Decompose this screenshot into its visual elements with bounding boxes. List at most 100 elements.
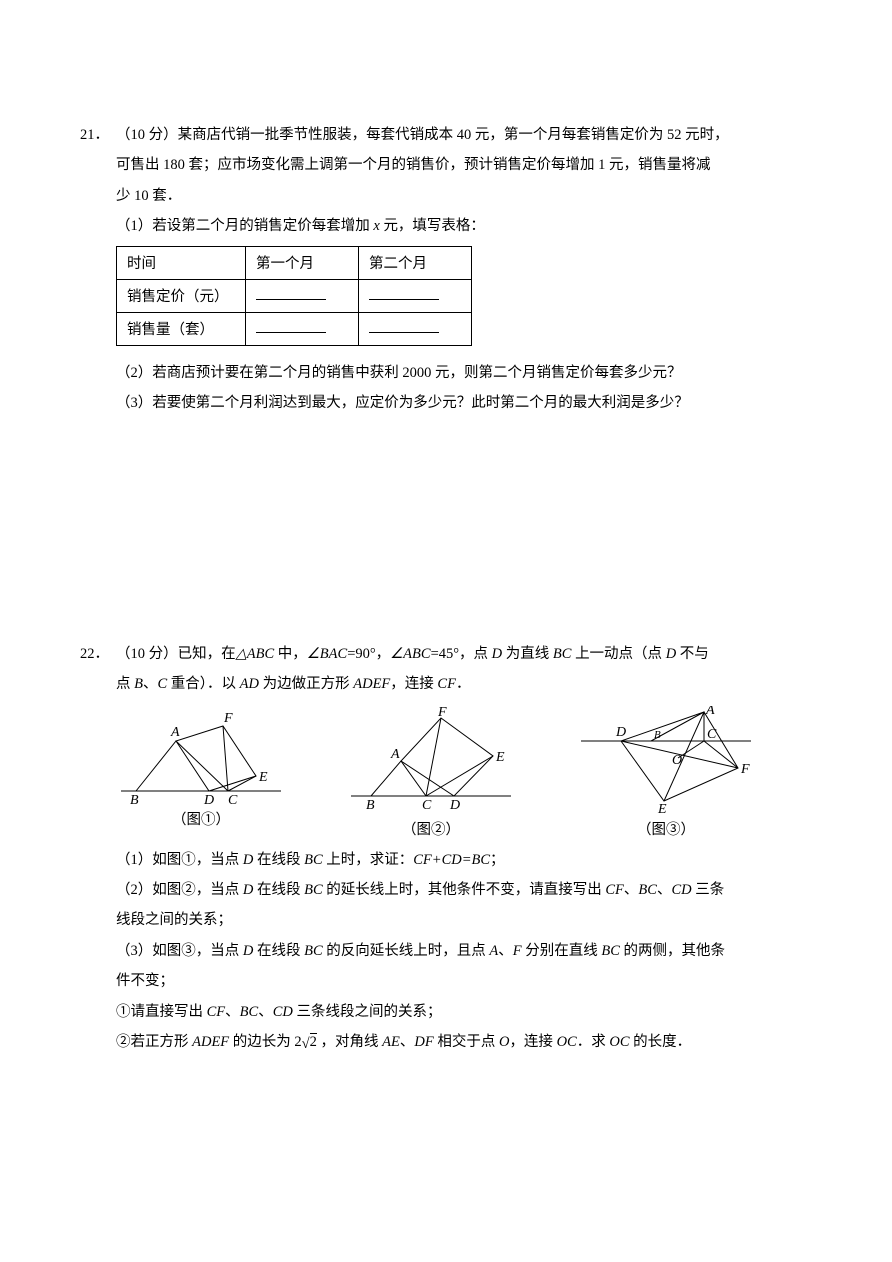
svg-text:C: C	[707, 727, 717, 742]
t: 为边做正方形	[263, 676, 350, 692]
sym-AD: AD	[236, 676, 263, 692]
p22-q5: ②若正方形 ADEF 的边长为 2√2 ，对角线 AE、DF 相交于点 O，连接…	[116, 1027, 802, 1059]
svg-text:F: F	[223, 711, 233, 726]
sym-angle: ∠BAC	[307, 646, 347, 662]
svg-text:C: C	[422, 798, 432, 813]
svg-text:C: C	[228, 793, 238, 806]
p21-q1a: （1）若设第二个月的销售定价每套增加	[116, 218, 370, 234]
sym-F: F	[513, 943, 525, 959]
svg-text:D: D	[203, 793, 214, 806]
t: ．求	[577, 1034, 606, 1050]
sym-CF: CF	[434, 676, 456, 692]
sym-ADEF: ADEF	[350, 676, 391, 692]
t: （3）如图③，当点	[116, 943, 239, 959]
t: ，对角线	[321, 1034, 379, 1050]
t: ，连接	[390, 676, 434, 692]
sym-eq: CF+CD=BC	[413, 852, 490, 868]
t: 为直线	[506, 646, 550, 662]
svg-text:D: D	[615, 725, 626, 740]
figures-row: A F E B D C （图①）	[116, 706, 756, 839]
sym-ADEF: ADEF	[189, 1034, 233, 1050]
svg-text:A: A	[705, 706, 715, 718]
table-row: 销售量（套）	[117, 312, 472, 345]
sym-BC: BC	[300, 852, 326, 868]
figure-3-caption: （图③）	[576, 818, 756, 839]
figure-2-caption: （图②）	[346, 818, 516, 839]
p21-line3: 少 10 套．	[116, 181, 802, 211]
svg-text:E: E	[495, 750, 505, 765]
sym-BC: BC	[240, 1004, 259, 1020]
sym-B: B	[131, 676, 143, 692]
svg-text:A: A	[390, 747, 400, 762]
t: 三条线段之间的关系；	[296, 1004, 441, 1020]
sym-D: D	[239, 852, 257, 868]
t: 、	[657, 882, 672, 898]
sym-C: C	[157, 676, 170, 692]
sym-BC: BC	[549, 646, 575, 662]
svg-text:D: D	[449, 798, 460, 813]
cell-blank	[246, 279, 359, 312]
t: （10 分）已知，在	[116, 646, 236, 662]
cell-blank	[246, 312, 359, 345]
sym-BC: BC	[598, 943, 624, 959]
p21-stem: 21． （10 分）某商店代销一批季节性服装，每套代销成本 40 元，第一个月每…	[80, 120, 802, 150]
p22-stem: 22． （10 分）已知，在△ABC 中，∠BAC=90°，∠ABC=45°，点…	[80, 639, 802, 669]
figure-1-svg: A F E B D C	[116, 706, 286, 806]
sym-angle: ∠ABC	[390, 646, 430, 662]
t: 的延长线上时，其他条件不变，请直接写出	[326, 882, 602, 898]
sym-CD: CD	[273, 1004, 297, 1020]
sym-CF: CF	[203, 1004, 225, 1020]
sym-BC: BC	[300, 943, 326, 959]
t: 的反向延长线上时，且点	[326, 943, 486, 959]
t: 、	[498, 943, 513, 959]
svg-text:B: B	[130, 793, 139, 806]
t: 重合）．以	[171, 676, 236, 692]
cell-month2-header: 第二个月	[359, 246, 472, 279]
t: 、	[258, 1004, 273, 1020]
sym-OC: OC	[553, 1034, 577, 1050]
problem-21: 21． （10 分）某商店代销一批季节性服装，每套代销成本 40 元，第一个月每…	[80, 120, 802, 419]
sym-OC: OC	[606, 1034, 633, 1050]
t: 中，	[278, 646, 307, 662]
t: 、	[143, 676, 158, 692]
figure-2-svg: A F E B C D	[346, 706, 516, 816]
cell-month1-header: 第一个月	[246, 246, 359, 279]
p21-line1: （10 分）某商店代销一批季节性服装，每套代销成本 40 元，第一个月每套销售定…	[116, 120, 729, 150]
t: ；	[490, 852, 505, 868]
problem-22: 22． （10 分）已知，在△ABC 中，∠BAC=90°，∠ABC=45°，点…	[80, 639, 802, 1060]
figure-2: A F E B C D （图②）	[346, 706, 516, 839]
p21-q1b: 元，填写表格：	[383, 218, 485, 234]
t: 的边长为	[233, 1034, 291, 1050]
sym-D: D	[239, 943, 257, 959]
t: （2）如图②，当点	[116, 882, 239, 898]
svg-text:E: E	[258, 770, 268, 785]
sqrt-expr: 2√2	[294, 1034, 316, 1050]
t: =90°，	[347, 646, 390, 662]
spacer	[80, 459, 802, 639]
figure-3: A D B C O F E （图③）	[576, 706, 756, 839]
figure-3-svg: A D B C O F E	[576, 706, 756, 816]
svg-text:B: B	[366, 798, 375, 813]
t: 在线段	[257, 852, 301, 868]
sym-triangle: △ABC	[236, 646, 278, 662]
t: =45°，点	[431, 646, 488, 662]
var-x: x	[373, 218, 383, 234]
p22-q3: （3）如图③，当点 D 在线段 BC 的反向延长线上时，且点 A、F 分别在直线…	[116, 936, 802, 966]
table-row: 时间 第一个月 第二个月	[117, 246, 472, 279]
t: ①请直接写出	[116, 1004, 203, 1020]
t: 三条	[695, 882, 724, 898]
sym-D: D	[239, 882, 257, 898]
t: 分别在直线	[525, 943, 598, 959]
p21-q3: （3）若要使第二个月利润达到最大，应定价为多少元？此时第二个月的最大利润是多少？	[116, 388, 802, 418]
page: 21． （10 分）某商店代销一批季节性服装，每套代销成本 40 元，第一个月每…	[0, 0, 892, 1262]
problem-number: 22．	[80, 639, 116, 669]
sym-D: D	[488, 646, 506, 662]
svg-text:F: F	[437, 706, 447, 720]
p22-q2: （2）如图②，当点 D 在线段 BC 的延长线上时，其他条件不变，请直接写出 C…	[116, 875, 802, 905]
svg-text:A: A	[170, 725, 180, 740]
t: 上一动点（点	[575, 646, 662, 662]
t: 、	[400, 1034, 415, 1050]
sym-CF: CF	[602, 882, 624, 898]
p21-line2: 可售出 180 套；应市场变化需上调第一个月的销售价，预计销售定价每增加 1 元…	[116, 150, 802, 180]
svg-text:F: F	[740, 762, 750, 777]
